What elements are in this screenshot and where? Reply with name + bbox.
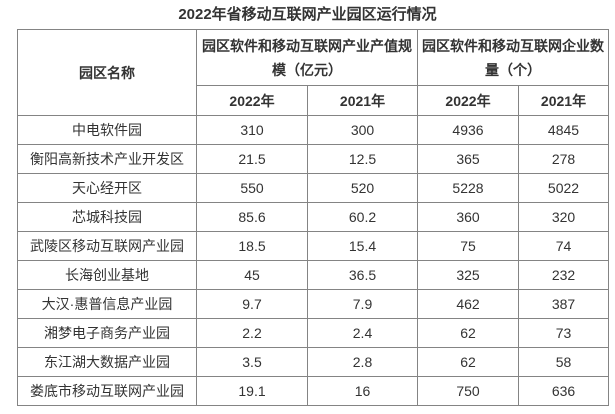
value-cell: 45 — [196, 260, 308, 290]
table-row: 中电软件园 310 300 4936 4845 — [17, 115, 609, 145]
parks-table: 园区名称 园区软件和移动互联网产业产值规 模（亿元） 园区软件和移动互联网企业数量… — [17, 29, 609, 406]
park-name-cell: 芯城科技园 — [17, 202, 197, 232]
value-cell: 300 — [307, 115, 418, 145]
group-header-enterprise-line1: 园区软件和移动互联网企业数 — [422, 37, 604, 54]
table-row: 芯城科技园 85.6 60.2 360 320 — [17, 202, 609, 232]
year-header-count-2021: 2021年 — [518, 85, 609, 116]
value-cell: 36.5 — [307, 260, 418, 290]
park-name-column-header: 园区名称 — [17, 29, 197, 116]
group-header-enterprise-count: 园区软件和移动互联网企业数 量（个） — [417, 29, 609, 86]
value-cell: 5228 — [417, 173, 519, 203]
value-cell: 2.8 — [307, 347, 418, 377]
value-cell: 18.5 — [196, 231, 308, 261]
value-cell: 9.7 — [196, 289, 308, 319]
page-title: 2022年省移动互联网产业园区运行情况 — [178, 6, 437, 23]
table-row: 长海创业基地 45 36.5 325 232 — [17, 260, 609, 290]
group-header-output-value: 园区软件和移动互联网产业产值规 模（亿元） — [196, 29, 418, 86]
value-cell: 58 — [518, 347, 609, 377]
value-cell: 73 — [518, 318, 609, 348]
year-header-output-2022: 2022年 — [196, 85, 308, 116]
year-header-count-2022: 2022年 — [417, 85, 519, 116]
value-cell: 7.9 — [307, 289, 418, 319]
value-cell: 3.5 — [196, 347, 308, 377]
value-cell: 85.6 — [196, 202, 308, 232]
value-cell: 15.4 — [307, 231, 418, 261]
value-cell: 62 — [417, 347, 519, 377]
value-cell: 387 — [518, 289, 609, 319]
value-cell: 2.4 — [307, 318, 418, 348]
park-name-cell: 长海创业基地 — [17, 260, 197, 290]
park-name-cell: 大汉·惠普信息产业园 — [17, 289, 197, 319]
park-name-cell: 娄底市移动互联网产业园 — [17, 376, 197, 406]
group-header-enterprise-line2: 量（个） — [485, 61, 541, 78]
value-cell: 365 — [417, 144, 519, 174]
park-name-cell: 天心经开区 — [17, 173, 197, 203]
value-cell: 750 — [417, 376, 519, 406]
value-cell: 520 — [307, 173, 418, 203]
value-cell: 4936 — [417, 115, 519, 145]
value-cell: 5022 — [518, 173, 609, 203]
group-header-output-line1: 园区软件和移动互联网产业产值规 — [202, 37, 412, 54]
value-cell: 75 — [417, 231, 519, 261]
value-cell: 550 — [196, 173, 308, 203]
header-year-row: 2022年 2021年 2022年 2021年 — [18, 85, 609, 116]
value-cell: 4845 — [518, 115, 609, 145]
value-cell: 360 — [417, 202, 519, 232]
table-row: 东江湖大数据产业园 3.5 2.8 62 58 — [17, 347, 609, 377]
table-row: 娄底市移动互联网产业园 19.1 16 750 636 — [17, 376, 609, 406]
value-cell: 16 — [307, 376, 418, 406]
value-cell: 12.5 — [307, 144, 418, 174]
value-cell: 278 — [518, 144, 609, 174]
year-header-output-2021: 2021年 — [307, 85, 418, 116]
park-name-cell: 衡阳高新技术产业开发区 — [17, 144, 197, 174]
park-name-cell: 武陵区移动互联网产业园 — [17, 231, 197, 261]
park-name-cell: 东江湖大数据产业园 — [17, 347, 197, 377]
value-cell: 325 — [417, 260, 519, 290]
value-cell: 320 — [518, 202, 609, 232]
table-row: 大汉·惠普信息产业园 9.7 7.9 462 387 — [17, 289, 609, 319]
header-group-row: 园区名称 园区软件和移动互联网产业产值规 模（亿元） 园区软件和移动互联网企业数量… — [17, 29, 609, 116]
value-cell: 19.1 — [196, 376, 308, 406]
value-cell: 636 — [518, 376, 609, 406]
value-cell: 21.5 — [196, 144, 308, 174]
group-header-output-line2: 模（亿元） — [272, 61, 342, 78]
value-cell: 232 — [518, 260, 609, 290]
value-cell: 310 — [196, 115, 308, 145]
table-row: 天心经开区 550 520 5228 5022 — [17, 173, 609, 203]
park-name-cell: 湘梦电子商务产业园 — [17, 318, 197, 348]
value-cell: 60.2 — [307, 202, 418, 232]
value-cell: 462 — [417, 289, 519, 319]
value-cell: 62 — [417, 318, 519, 348]
value-cell: 74 — [518, 231, 609, 261]
table-row: 衡阳高新技术产业开发区 21.5 12.5 365 278 — [17, 144, 609, 174]
table-row: 湘梦电子商务产业园 2.2 2.4 62 73 — [17, 318, 609, 348]
park-name-cell: 中电软件园 — [17, 115, 197, 145]
table-row: 武陵区移动互联网产业园 18.5 15.4 75 74 — [17, 231, 609, 261]
value-cell: 2.2 — [196, 318, 308, 348]
